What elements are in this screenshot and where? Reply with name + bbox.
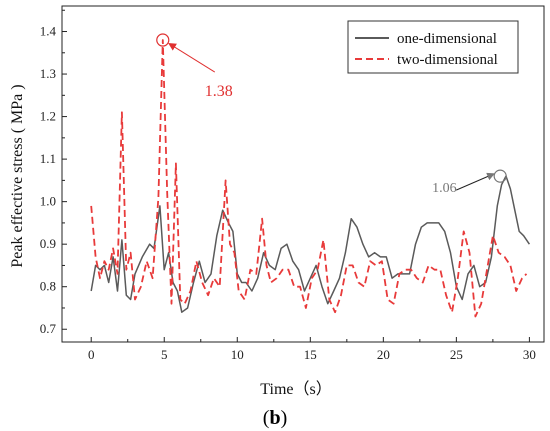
y-axis-title: Peak effective stress ( MPa ) [9,84,26,267]
series-layer [90,39,531,318]
x-tick-label: 20 [377,347,390,362]
annotation-label: 1.06 [432,181,457,196]
caption-close: ) [281,407,288,429]
y-tick-label: 1.2 [40,109,56,124]
legend-label-two-dimensional: two-dimensional [397,52,498,68]
annotation-layer: 1.38 1.06 [156,33,507,196]
annotation-circle [156,33,170,47]
caption-letter: b [269,407,280,429]
annotation-circle [493,169,507,183]
figure-caption: (b) [263,407,287,429]
x-tick-label: 5 [161,347,168,362]
y-tick-label: 0.7 [40,321,57,336]
y-tick-label: 1.1 [40,151,56,166]
x-tick-label: 25 [450,347,463,362]
legend: one-dimensional two-dimensional [347,20,519,74]
x-tick-label: 10 [231,347,244,362]
annotation-label: 1.38 [205,83,233,100]
y-tick-label: 1.3 [40,66,56,81]
x-tick-label: 30 [523,347,536,362]
y-tick-label: 1.0 [40,194,56,209]
series-line-one-dimensional [90,175,531,313]
legend-box [347,20,519,74]
legend-label-one-dimensional: one-dimensional [397,31,497,47]
series-line-two-dimensional [90,39,528,318]
x-axis-title: Time（s） [260,380,331,398]
plot-frame [61,5,545,343]
annotation-arrow [455,172,496,191]
y-tick-label: 0.8 [40,279,56,294]
annotation-arrow [168,42,216,73]
x-tick-label: 0 [88,347,95,362]
caption-open: ( [263,407,270,429]
x-tick-label: 15 [304,347,317,362]
axis-ticks: 0 5 10 15 20 25 30 0.7 0.8 0.9 1.0 1.1 1.2 1.3 1.4 [40,9,536,362]
y-tick-label: 0.9 [40,236,56,251]
y-tick-label: 1.4 [40,24,57,39]
